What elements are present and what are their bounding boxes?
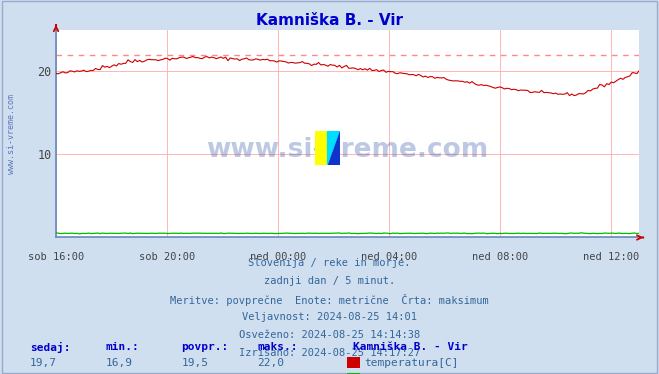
Text: Izrisano: 2024-08-25 14:17:27: Izrisano: 2024-08-25 14:17:27 [239,348,420,358]
Text: min.:: min.: [105,342,139,352]
Text: 16,9: 16,9 [105,358,132,368]
Text: sob 20:00: sob 20:00 [139,252,195,263]
Text: 19,5: 19,5 [181,358,208,368]
Text: temperatura[C]: temperatura[C] [364,358,459,368]
Text: www.si-vreme.com: www.si-vreme.com [206,137,489,163]
Text: maks.:: maks.: [257,342,297,352]
Polygon shape [315,131,328,165]
Text: ned 04:00: ned 04:00 [361,252,417,263]
Polygon shape [328,131,340,165]
Text: Slovenija / reke in morje.: Slovenija / reke in morje. [248,258,411,268]
Text: Osveženo: 2024-08-25 14:14:38: Osveženo: 2024-08-25 14:14:38 [239,330,420,340]
Text: Kamniška B. - Vir: Kamniška B. - Vir [353,342,467,352]
Text: ned 00:00: ned 00:00 [250,252,306,263]
Text: www.si-vreme.com: www.si-vreme.com [7,94,16,174]
Text: povpr.:: povpr.: [181,342,229,352]
Text: 22,0: 22,0 [257,358,284,368]
Text: 19,7: 19,7 [30,358,57,368]
Text: Meritve: povprečne  Enote: metrične  Črta: maksimum: Meritve: povprečne Enote: metrične Črta:… [170,294,489,306]
Text: zadnji dan / 5 minut.: zadnji dan / 5 minut. [264,276,395,286]
Text: Veljavnost: 2024-08-25 14:01: Veljavnost: 2024-08-25 14:01 [242,312,417,322]
Text: sedaj:: sedaj: [30,342,70,353]
Text: ned 12:00: ned 12:00 [583,252,640,263]
Text: sob 16:00: sob 16:00 [28,252,84,263]
Text: ned 08:00: ned 08:00 [473,252,529,263]
Text: Kamniška B. - Vir: Kamniška B. - Vir [256,13,403,28]
Polygon shape [328,131,340,165]
Polygon shape [328,131,340,165]
